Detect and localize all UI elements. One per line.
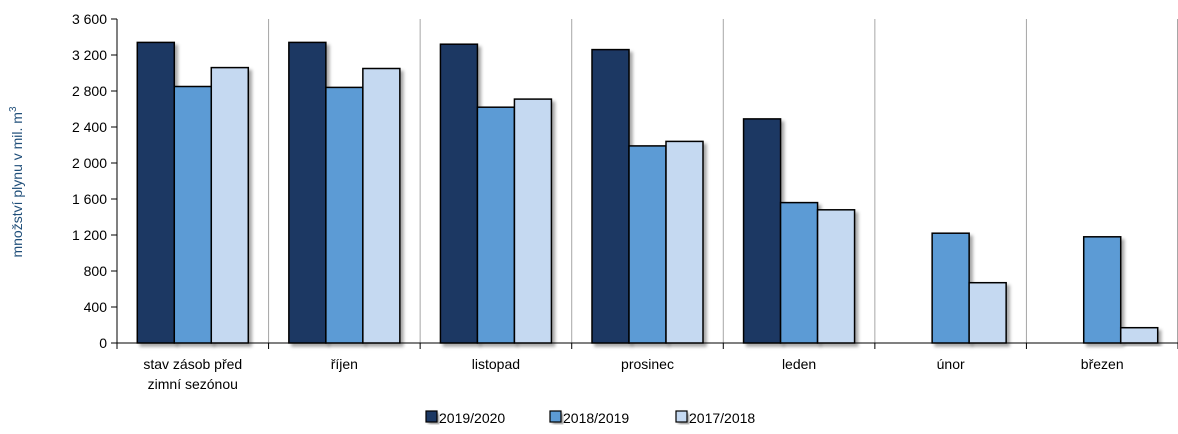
bar-2019-2020-3 xyxy=(591,48,630,344)
category-separators xyxy=(268,19,1178,343)
bars xyxy=(136,41,1159,344)
axes xyxy=(116,19,1178,349)
y-tick-label: 2 400 xyxy=(72,119,107,135)
bar-2017-2018-0 xyxy=(210,66,250,344)
legend-label: 2019/2020 xyxy=(439,410,505,426)
bar-2019-2020-1 xyxy=(288,41,327,344)
y-tick-label: 2 800 xyxy=(72,83,107,99)
bar-2017-2018-6 xyxy=(1119,326,1159,344)
bar-2019-2020-0 xyxy=(136,41,176,344)
bar-2018-2019-3 xyxy=(628,145,667,344)
bar-2018-2019-0 xyxy=(173,85,213,344)
bar-2017-2018-2 xyxy=(513,98,553,344)
legend: 2019/2020 2018/2019 2017/2018 xyxy=(425,410,755,426)
bar-2018-2019-4 xyxy=(779,201,819,344)
legend-swatch xyxy=(425,410,438,423)
bar-2017-2018-3 xyxy=(665,140,704,344)
x-axis-categories: stav zásob před zimní sezónou říjen listopa… xyxy=(143,356,1123,392)
x-category-label: prosinec xyxy=(621,356,674,372)
y-axis-ticks: 0 400 800 1 200 1 600 2 000 2 400 2 800 3 200 3 6… xyxy=(72,11,117,351)
bar-2017-2018-1 xyxy=(362,67,401,344)
legend-swatch xyxy=(675,410,688,423)
x-category-label: březen xyxy=(1081,356,1124,372)
bar-2019-2020-4 xyxy=(742,118,782,344)
legend-label: 2018/2019 xyxy=(563,410,629,426)
bar-2018-2019-1 xyxy=(325,86,364,344)
y-tick-label: 0 xyxy=(99,335,107,351)
y-tick-label: 1 600 xyxy=(72,191,107,207)
bar-2018-2019-5 xyxy=(931,232,970,344)
y-tick-label: 800 xyxy=(84,263,108,279)
y-tick-label: 3 200 xyxy=(72,47,107,63)
bar-2019-2020-2 xyxy=(439,43,479,344)
x-category-label: stav zásob před zimní sezónou xyxy=(143,356,242,392)
bar-2017-2018-4 xyxy=(816,209,856,344)
legend-label: 2017/2018 xyxy=(689,410,755,426)
y-tick-label: 400 xyxy=(84,299,108,315)
x-category-label: únor xyxy=(937,356,965,372)
x-category-label: říjen xyxy=(331,356,358,372)
bar-2017-2018-5 xyxy=(968,281,1007,344)
y-tick-label: 1 200 xyxy=(72,227,107,243)
y-axis-title: množství plynu v mil. m3 xyxy=(8,106,25,257)
legend-swatch xyxy=(549,410,562,423)
bar-2018-2019-6 xyxy=(1082,236,1122,344)
y-tick-label: 3 600 xyxy=(72,11,107,27)
x-category-label: leden xyxy=(782,356,816,372)
x-category-label: listopad xyxy=(472,356,520,372)
y-tick-label: 2 000 xyxy=(72,155,107,171)
bar-2018-2019-2 xyxy=(476,106,516,344)
